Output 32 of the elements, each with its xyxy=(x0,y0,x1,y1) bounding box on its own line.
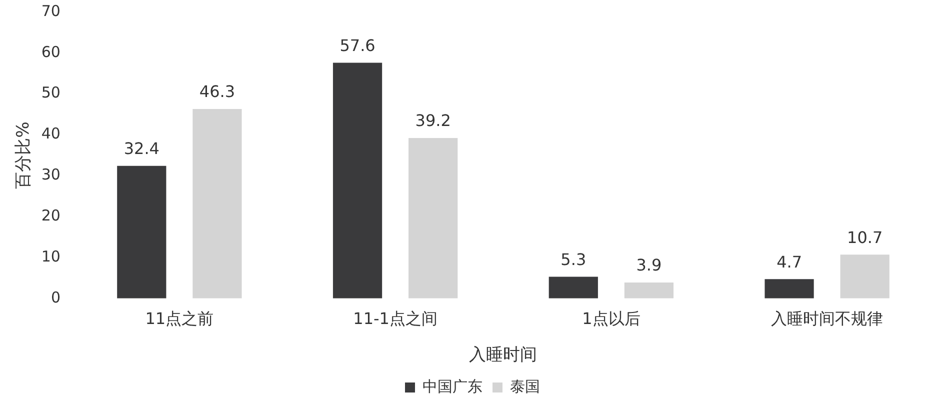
bar xyxy=(548,276,598,298)
data-label: 32.4 xyxy=(124,138,160,158)
data-label: 4.7 xyxy=(776,252,802,272)
y-tick-label: 20 xyxy=(41,206,60,224)
y-tick-label: 70 xyxy=(41,2,60,20)
y-axis-title: 百分比% xyxy=(14,122,34,189)
y-tick-label: 60 xyxy=(41,42,60,61)
x-axis-title: 入睡时间 xyxy=(469,345,538,366)
bar xyxy=(332,62,382,298)
x-tick-label: 入睡时间不规律 xyxy=(771,309,884,328)
legend-label: 泰国 xyxy=(510,377,540,396)
data-label: 10.7 xyxy=(847,228,883,247)
legend-label: 中国广东 xyxy=(422,377,482,396)
data-label: 46.3 xyxy=(199,82,236,102)
data-label: 39.2 xyxy=(415,111,451,130)
x-tick-label: 1点以后 xyxy=(582,309,640,328)
y-tick-label: 10 xyxy=(41,247,60,266)
bar xyxy=(764,279,814,298)
bar xyxy=(408,138,458,298)
bar xyxy=(624,282,674,298)
data-label: 5.3 xyxy=(560,250,586,269)
y-tick-label: 40 xyxy=(41,124,60,143)
y-tick-label: 50 xyxy=(41,84,60,102)
bar xyxy=(117,166,166,298)
y-tick-label: 0 xyxy=(50,288,60,306)
bar xyxy=(840,254,890,298)
bar xyxy=(192,108,242,298)
x-tick-label: 11点之前 xyxy=(145,309,214,328)
data-label: 3.9 xyxy=(636,256,662,275)
y-tick-label: 30 xyxy=(41,166,60,184)
data-label: 57.6 xyxy=(340,36,376,55)
x-tick-label: 11-1点之间 xyxy=(353,309,438,328)
